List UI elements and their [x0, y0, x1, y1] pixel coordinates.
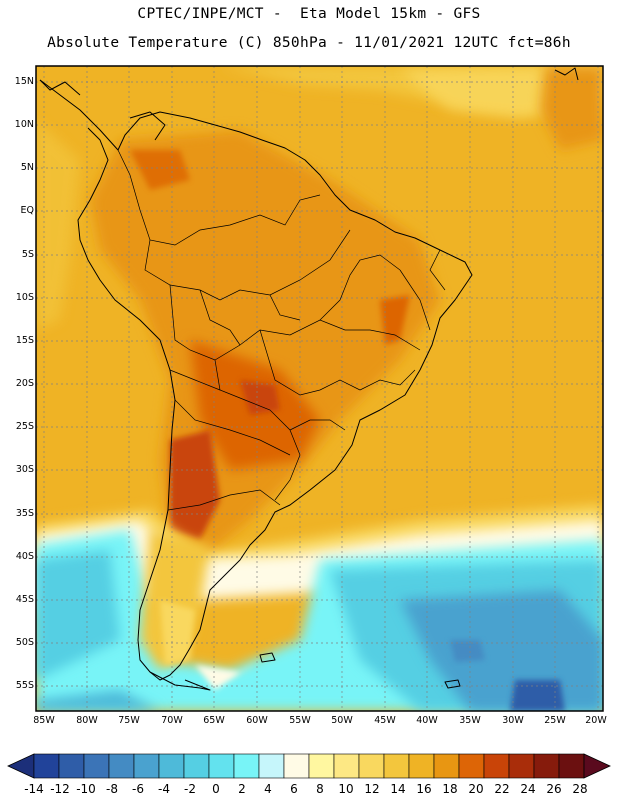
colorbar-label: 12: [364, 782, 380, 796]
colorbar-label: 24: [520, 782, 536, 796]
colorbar-segment: [533, 753, 560, 779]
lat-label: 55S: [15, 680, 34, 691]
colorbar-label: -14: [24, 782, 44, 796]
colorbar-label: 10: [338, 782, 354, 796]
country-borders: [117, 149, 446, 511]
lat-label: 45S: [15, 594, 34, 605]
lat-label: 15N: [14, 76, 34, 87]
colorbar-segments: [33, 753, 585, 779]
lon-label: 45W: [374, 715, 396, 726]
colorbar-label: 28: [572, 782, 588, 796]
colorbar-segment: [483, 753, 510, 779]
colorbar-segment: [408, 753, 435, 779]
lon-label: 60W: [246, 715, 268, 726]
colorbar-label: 16: [416, 782, 432, 796]
colorbar-label: 0: [212, 782, 220, 796]
colorbar-segment: [308, 753, 335, 779]
colorbar-segment: [108, 753, 135, 779]
colorbar-label: -12: [50, 782, 70, 796]
colorbar-segment: [358, 753, 385, 779]
lat-label: 10S: [15, 292, 34, 303]
lon-label: 25W: [544, 715, 566, 726]
colorbar-segment: [183, 753, 210, 779]
colorbar-segment: [383, 753, 410, 779]
colorbar-segment: [58, 753, 85, 779]
coastlines: [39, 67, 579, 691]
lat-label: 15S: [15, 335, 34, 346]
temperature-field: [36, 66, 603, 711]
lon-label: 70W: [161, 715, 183, 726]
lon-label: 35W: [459, 715, 481, 726]
colorbar-label: 26: [546, 782, 562, 796]
lon-label: 40W: [416, 715, 438, 726]
lat-label: 30S: [15, 464, 34, 475]
colorbar-label: 20: [468, 782, 484, 796]
colorbar-label: 8: [316, 782, 324, 796]
colorbar-segment: [33, 753, 60, 779]
lon-label: 85W: [33, 715, 55, 726]
colorbar-segment: [558, 753, 585, 779]
lat-label: EQ: [20, 205, 34, 216]
colorbar-segment: [133, 753, 160, 779]
lat-label: 35S: [15, 508, 34, 519]
lon-label: 75W: [118, 715, 140, 726]
colorbar-label: 2: [238, 782, 246, 796]
chart-title-variable: Absolute Temperature (C) 850hPa - 11/01/…: [47, 35, 571, 51]
colorbar-segment: [433, 753, 460, 779]
colorbar-segment: [233, 753, 260, 779]
colorbar-label: -10: [76, 782, 96, 796]
lat-label: 5N: [20, 162, 34, 173]
colorbar-segment: [458, 753, 485, 779]
colorbar-label: 6: [290, 782, 298, 796]
lat-label: 50S: [15, 637, 34, 648]
chart-title-source: CPTEC/INPE/MCT - Eta Model 15km - GFS: [137, 6, 481, 22]
colorbar-label: 18: [442, 782, 458, 796]
colorbar-label: 14: [390, 782, 406, 796]
lon-label: 20W: [585, 715, 607, 726]
colorbar-label: 22: [494, 782, 510, 796]
colorbar-label: -2: [184, 782, 196, 796]
colorbar-segment: [508, 753, 535, 779]
lon-label: 80W: [76, 715, 98, 726]
lon-label: 30W: [502, 715, 524, 726]
colorbar-over-arrow: [583, 753, 611, 779]
colorbar: [7, 753, 611, 779]
lon-label: 55W: [289, 715, 311, 726]
colorbar-segment: [283, 753, 310, 779]
colorbar-label: -4: [158, 782, 170, 796]
colorbar-label: 4: [264, 782, 272, 796]
lat-label: 10N: [14, 119, 34, 130]
lon-label: 50W: [331, 715, 353, 726]
colorbar-label: -8: [106, 782, 118, 796]
colorbar-segment: [83, 753, 110, 779]
lat-label: 40S: [15, 551, 34, 562]
lat-label: 25S: [15, 421, 34, 432]
lat-label: 20S: [15, 378, 34, 389]
lon-label: 65W: [203, 715, 225, 726]
colorbar-segment: [208, 753, 235, 779]
colorbar-under-arrow: [7, 753, 35, 779]
map-frame: [35, 65, 604, 712]
colorbar-segment: [158, 753, 185, 779]
colorbar-label: -6: [132, 782, 144, 796]
lat-label: 5S: [21, 249, 34, 260]
colorbar-segment: [258, 753, 285, 779]
colorbar-segment: [333, 753, 360, 779]
